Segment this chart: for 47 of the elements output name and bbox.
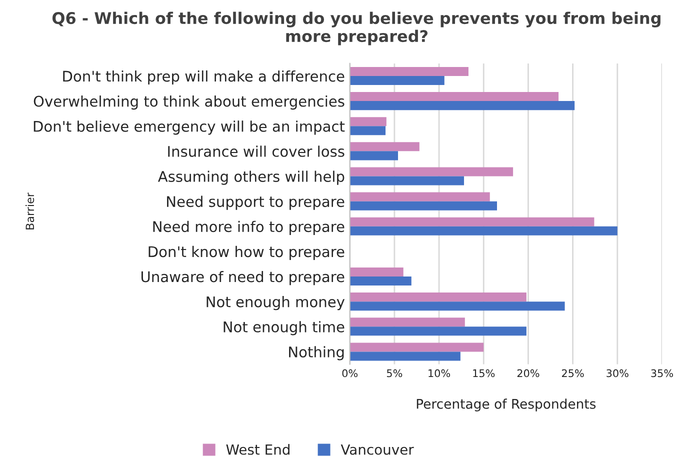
bar bbox=[350, 66, 468, 76]
y-tick-label: Don't think prep will make a difference bbox=[63, 70, 344, 85]
bar bbox=[350, 276, 412, 286]
y-tick-label: Insurance will cover loss bbox=[168, 146, 344, 157]
x-tick-label: 10% bbox=[428, 369, 450, 378]
bar bbox=[350, 318, 465, 327]
x-tick-label: 30% bbox=[606, 369, 628, 378]
legend-label: West End bbox=[226, 444, 290, 455]
bar bbox=[350, 352, 460, 361]
bar bbox=[350, 126, 386, 136]
y-tick-label: Need support to prepare bbox=[167, 196, 344, 210]
bar bbox=[350, 101, 575, 110]
bar bbox=[350, 267, 404, 277]
x-tick-label: 35% bbox=[651, 369, 673, 378]
y-tick-label: Not enough money bbox=[206, 296, 345, 310]
y-tick-label: Unaware of need to prepare bbox=[141, 270, 344, 286]
bar bbox=[350, 92, 559, 102]
chart-title: Q6 - Which of the following do you believe prevents you from being more prepared? bbox=[52, 12, 660, 46]
bar bbox=[350, 167, 514, 176]
y-tick-label: Nothing bbox=[289, 346, 344, 360]
x-tick-label: 5% bbox=[386, 369, 402, 378]
x-tick-label: 25% bbox=[562, 369, 584, 378]
y-tick-label: Assuming others will help bbox=[158, 170, 344, 185]
bar bbox=[350, 326, 526, 336]
y-axis-title: Barrier bbox=[25, 192, 34, 230]
bar bbox=[350, 192, 490, 202]
bar bbox=[350, 176, 464, 186]
bar bbox=[350, 151, 398, 160]
x-axis-title: Percentage of Respondents bbox=[416, 398, 596, 412]
y-tick-label: Overwhelming to think about emergencies bbox=[34, 96, 344, 110]
bar bbox=[350, 217, 594, 226]
bar bbox=[350, 117, 386, 126]
bar bbox=[350, 142, 420, 152]
legend-label: Vancouver bbox=[340, 444, 414, 455]
bar bbox=[350, 201, 498, 210]
bar bbox=[350, 302, 565, 311]
bar bbox=[350, 76, 444, 86]
y-tick-label: Need more info to prepare bbox=[153, 220, 344, 235]
bar bbox=[350, 342, 484, 352]
x-tick-label: 15% bbox=[473, 369, 495, 378]
y-tick-label: Don't know how to prepare bbox=[148, 246, 344, 260]
x-tick-label: 20% bbox=[517, 369, 540, 378]
y-tick-label: Not enough time bbox=[224, 321, 344, 336]
bar bbox=[350, 292, 526, 302]
bar bbox=[350, 226, 618, 236]
x-tick-label: 0% bbox=[342, 369, 358, 378]
y-tick-label: Don't believe emergency will be an impact bbox=[34, 120, 345, 135]
